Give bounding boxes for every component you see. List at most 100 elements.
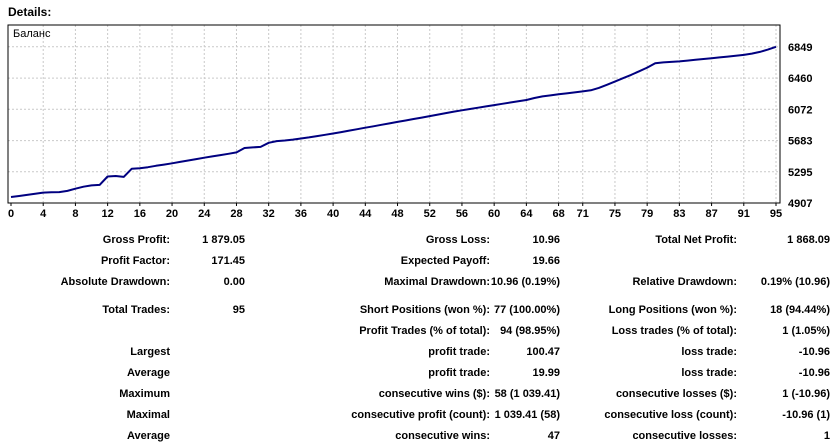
stat-value: 58 (1 039.41) [494, 388, 560, 400]
x-axis-label: 64 [520, 208, 533, 220]
stat-label: profit trade: [428, 346, 490, 358]
stats-row-average-consecutive: Average consecutive wins: 47 consecutive… [8, 426, 835, 447]
y-axis-label: 5295 [788, 167, 812, 179]
stat-label: consecutive profit (count): [351, 409, 490, 421]
x-axis-label: 8 [72, 208, 78, 220]
stat-label: Expected Payoff: [400, 255, 490, 267]
chart-legend: Баланс [13, 28, 51, 40]
stat-label: Short Positions (won %): [359, 304, 490, 316]
stat-label: loss trade: [681, 346, 737, 358]
stats-row-total-trades: Total Trades: 95 Short Positions (won %)… [8, 300, 835, 321]
y-axis-label: 5683 [788, 136, 812, 148]
stat-value [170, 405, 245, 426]
stat-value: 19.99 [532, 367, 560, 379]
stat-value: 1 (1.05%) [782, 325, 830, 337]
stat-label: consecutive wins ($): [378, 388, 490, 400]
stat-label: Loss trades (% of total): [611, 325, 737, 337]
stat-label [8, 321, 170, 342]
stat-value: 47 [547, 430, 560, 442]
x-axis-label: 12 [102, 208, 114, 220]
x-axis-label: 95 [770, 208, 782, 220]
stat-label: Long Positions (won %): [608, 304, 737, 316]
x-axis-label: 28 [230, 208, 242, 220]
stat-value [170, 321, 245, 342]
plot-background [8, 25, 780, 203]
stat-value: 1 879.05 [202, 234, 245, 246]
y-axis-label: 6460 [788, 73, 812, 85]
x-axis-label: 36 [295, 208, 307, 220]
stat-label: Gross Loss: [425, 234, 490, 246]
x-axis-label: 48 [391, 208, 403, 220]
stats-row-profit-factor: Profit Factor: 171.45 Expected Payoff: 1… [8, 251, 835, 272]
stat-value: 171.45 [211, 255, 245, 267]
stat-value: 0.00 [223, 276, 245, 288]
x-axis-label: 83 [673, 208, 685, 220]
stat-label: Relative Drawdown: [632, 276, 737, 288]
stat-value [170, 342, 245, 363]
stat-label: Absolute Drawdown: [60, 276, 170, 288]
stat-label: Maximal [126, 409, 170, 421]
y-axis-label: 6849 [788, 42, 812, 54]
stat-label: Maximum [119, 388, 170, 400]
stat-value: 1 (-10.96) [782, 388, 830, 400]
stat-value [170, 426, 245, 447]
stat-value: 100.47 [526, 346, 560, 358]
stat-label: consecutive losses: [632, 430, 737, 442]
x-axis-label: 20 [166, 208, 178, 220]
stat-label: Largest [130, 346, 170, 358]
x-axis-label: 4 [40, 208, 47, 220]
chart-frame [7, 24, 781, 204]
x-axis-label: 40 [327, 208, 339, 220]
x-axis-label: 44 [359, 208, 372, 220]
stat-label: Gross Profit: [102, 234, 170, 246]
stat-value: 18 (94.44%) [770, 304, 830, 316]
stat-label: Average [126, 367, 170, 379]
x-axis-label: 16 [134, 208, 146, 220]
x-axis-label: 79 [641, 208, 653, 220]
stats-row-profit-trades: Profit Trades (% of total): 94 (98.95%) … [8, 321, 835, 342]
stat-value [170, 363, 245, 384]
stats-row-maximal-consecutive: Maximal consecutive profit (count): 1 03… [8, 405, 835, 426]
stat-value [737, 251, 830, 272]
x-axis-label: 71 [577, 208, 589, 220]
stat-label: consecutive loss (count): [604, 409, 737, 421]
stat-value [170, 384, 245, 405]
x-axis-label: 52 [424, 208, 436, 220]
stat-value: -10.96 [798, 367, 830, 379]
y-axis-label: 4907 [788, 198, 812, 210]
x-axis-label: 87 [705, 208, 717, 220]
stat-value: 77 (100.00%) [493, 304, 560, 316]
stat-label: Maximal Drawdown: [384, 276, 490, 288]
x-axis-label: 91 [738, 208, 750, 220]
stat-value: 10.96 [532, 234, 560, 246]
stat-label: Average [126, 430, 170, 442]
stats-row-drawdown: Absolute Drawdown: 0.00 Maximal Drawdown… [8, 272, 835, 293]
stats-row-largest: Largest profit trade: 100.47 loss trade:… [8, 342, 835, 363]
stat-label: Total Net Profit: [655, 234, 737, 246]
stats-table: Gross Profit: 1 879.05 Gross Loss: 10.96… [0, 230, 835, 447]
stats-row-gross: Gross Profit: 1 879.05 Gross Loss: 10.96… [8, 230, 835, 251]
stat-label [560, 251, 737, 272]
stats-row-maximum-consecutive: Maximum consecutive wins ($): 58 (1 039.… [8, 384, 835, 405]
x-axis-label: 32 [263, 208, 275, 220]
stat-value: 19.66 [532, 255, 560, 267]
stat-value: 95 [232, 304, 245, 316]
balance-chart: 0 4 8 12 16 20 24 28 32 36 40 44 48 52 56 60 64 68 71 75 79 8… [0, 23, 835, 221]
balance-line [10, 45, 777, 198]
stat-label: Profit Factor: [100, 255, 170, 267]
stat-value: 1 [823, 430, 830, 442]
stat-value: 94 (98.95%) [500, 325, 560, 337]
stat-label: consecutive losses ($): [615, 388, 737, 400]
page-title: Details: [8, 5, 52, 19]
x-axis-label: 75 [609, 208, 621, 220]
stat-label: profit trade: [428, 367, 490, 379]
x-axis-label: 0 [8, 208, 14, 220]
stat-label: loss trade: [681, 367, 737, 379]
x-axis-label: 60 [488, 208, 500, 220]
x-axis-label: 68 [552, 208, 564, 220]
stat-value: -10.96 [798, 346, 830, 358]
stat-label: Total Trades: [102, 304, 170, 316]
x-axis-label: 56 [456, 208, 468, 220]
x-axis-label: 24 [198, 208, 211, 220]
